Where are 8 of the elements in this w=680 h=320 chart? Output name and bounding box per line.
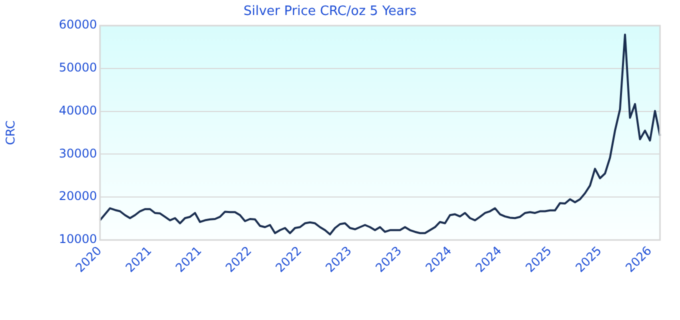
y-tick-label: 60000: [58, 18, 97, 32]
y-tick-label: 40000: [58, 103, 97, 118]
y-axis-title: CRC: [3, 120, 18, 146]
y-tick-label: 10000: [58, 232, 97, 246]
y-tick-label: 20000: [58, 189, 97, 204]
chart-title: Silver Price CRC/oz 5 Years: [243, 4, 417, 20]
y-tick-label: 30000: [58, 146, 97, 160]
y-tick-label: 50000: [58, 60, 97, 75]
